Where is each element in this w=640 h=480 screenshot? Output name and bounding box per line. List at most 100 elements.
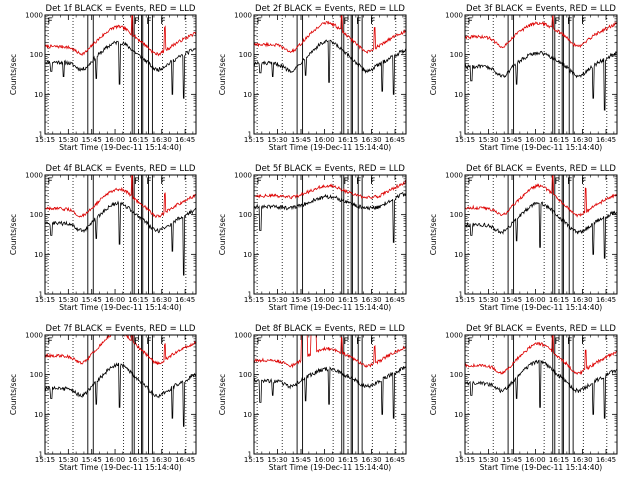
x-axis-label: Start Time (19-Dec-11 15:14:40): [59, 463, 181, 472]
x-tick-label: 15:45: [82, 296, 102, 304]
events-series-line: [45, 362, 196, 427]
x-tick-label: 16:15: [549, 456, 569, 464]
flag-label: F: [48, 17, 53, 27]
x-tick-label: 16:00: [314, 296, 334, 304]
x-tick-label: 16:30: [572, 136, 592, 144]
x-tick-label: 16:00: [525, 456, 545, 464]
y-tick-label: 10: [34, 411, 43, 419]
plot-area: [254, 175, 406, 294]
flag-label: F: [134, 177, 139, 187]
events-series-line: [45, 40, 196, 99]
plot-frame: [253, 174, 407, 295]
x-tick-label: 16:30: [572, 456, 592, 464]
y-tick-label: 1000: [25, 12, 43, 20]
x-tick-label: 15:15: [35, 456, 55, 464]
x-tick-label: 15:30: [267, 136, 287, 144]
plot-frame: [44, 334, 197, 455]
x-tick-label: 15:15: [455, 456, 475, 464]
flag-label: F: [581, 17, 586, 27]
y-tick-label: 10: [454, 411, 463, 419]
x-tick-label: 15:15: [244, 136, 264, 144]
y-tick-label: 100: [239, 211, 252, 219]
y-tick-label: 1000: [234, 172, 252, 180]
panel-title: Det 8f BLACK = Events, RED = LLD: [255, 324, 405, 334]
x-tick-label: 16:15: [338, 296, 358, 304]
panel-title: Det 4f BLACK = Events, RED = LLD: [46, 164, 196, 174]
y-axis-label: Counts/sec: [429, 214, 438, 255]
x-tick-label: 16:15: [549, 136, 569, 144]
y-tick-label: 10: [454, 91, 463, 99]
x-tick-label: 15:45: [291, 296, 311, 304]
plot-area: [465, 335, 617, 454]
y-tick-label: 100: [450, 211, 463, 219]
plot-frame: [464, 14, 618, 135]
y-tick-label: 100: [30, 51, 43, 59]
plot-frame: [464, 334, 618, 455]
y-tick-label: 1: [459, 131, 463, 139]
x-tick-label: 16:00: [105, 296, 125, 304]
x-tick-label: 16:30: [152, 296, 172, 304]
flag-label: F: [567, 177, 572, 187]
x-axis-label: Start Time (19-Dec-11 15:14:40): [480, 143, 602, 152]
x-tick-label: 15:15: [35, 296, 55, 304]
x-tick-label: 16:15: [338, 456, 358, 464]
x-tick-label: 16:30: [572, 296, 592, 304]
y-tick-label: 100: [30, 211, 43, 219]
lld-series-line: [45, 15, 196, 57]
y-tick-label: 1000: [445, 172, 463, 180]
x-axis-label: Start Time (19-Dec-11 15:14:40): [269, 463, 391, 472]
flag-label: F: [370, 337, 375, 347]
y-tick-label: 10: [34, 251, 43, 259]
x-tick-label: 15:15: [455, 136, 475, 144]
events-series-line: [465, 50, 617, 111]
x-tick-label: 16:15: [128, 456, 148, 464]
plot-area: [45, 15, 196, 134]
panel-title: Det 9f BLACK = Events, RED = LLD: [466, 324, 616, 334]
flag-label: F: [567, 337, 572, 347]
flag-label: F: [160, 17, 165, 27]
flag-label: F: [146, 17, 151, 27]
x-tick-label: 15:45: [82, 136, 102, 144]
plot-area: [465, 15, 617, 134]
lld-series-line: [254, 335, 406, 369]
x-tick-label: 15:45: [291, 456, 311, 464]
flag-label: F: [567, 17, 572, 27]
y-tick-label: 100: [239, 371, 252, 379]
x-tick-label: 15:15: [244, 296, 264, 304]
flag-label: F: [356, 17, 361, 27]
x-tick-label: 16:15: [338, 136, 358, 144]
y-axis-label: Counts/sec: [218, 54, 227, 95]
y-tick-label: 1: [248, 451, 252, 459]
x-tick-label: 15:30: [267, 456, 287, 464]
y-tick-label: 1: [39, 131, 43, 139]
y-tick-label: 100: [450, 371, 463, 379]
flag-label: F: [257, 17, 262, 27]
lld-series-line: [45, 175, 196, 218]
y-tick-label: 1000: [234, 12, 252, 20]
x-tick-label: 15:15: [455, 296, 475, 304]
flag-label: F: [160, 177, 165, 187]
y-tick-label: 1000: [25, 332, 43, 340]
x-tick-label: 16:30: [361, 296, 381, 304]
x-tick-label: 16:45: [385, 456, 405, 464]
flag-label: F: [48, 177, 53, 187]
x-tick-label: 15:30: [478, 136, 498, 144]
plot-frame: [253, 334, 407, 455]
y-tick-label: 10: [243, 411, 252, 419]
y-tick-label: 1: [248, 291, 252, 299]
x-tick-label: 16:30: [152, 456, 172, 464]
flag-label: F: [257, 337, 262, 347]
x-tick-label: 16:30: [361, 136, 381, 144]
panel-title: Det 1f BLACK = Events, RED = LLD: [46, 4, 196, 14]
y-tick-label: 100: [450, 51, 463, 59]
x-axis-label: Start Time (19-Dec-11 15:14:40): [480, 463, 602, 472]
x-tick-label: 16:00: [314, 136, 334, 144]
x-tick-label: 15:45: [82, 456, 102, 464]
